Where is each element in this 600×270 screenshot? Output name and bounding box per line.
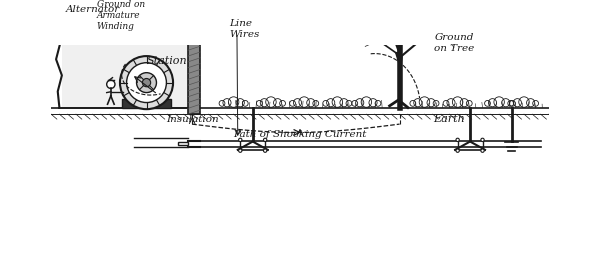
Bar <box>188 0 200 114</box>
Text: Ground on
Armature
Winding: Ground on Armature Winding <box>97 0 145 31</box>
Text: Line
Wires: Line Wires <box>229 19 260 39</box>
Circle shape <box>481 149 484 152</box>
Circle shape <box>456 149 459 152</box>
Circle shape <box>263 138 267 141</box>
Text: Alternator: Alternator <box>66 5 120 14</box>
Circle shape <box>137 73 157 93</box>
Circle shape <box>456 138 459 141</box>
Circle shape <box>142 79 151 87</box>
Bar <box>178 142 188 145</box>
Bar <box>62 0 188 107</box>
Circle shape <box>239 138 242 141</box>
Text: Path of Shocking Current: Path of Shocking Current <box>233 130 367 139</box>
Text: Station: Station <box>147 56 188 66</box>
Text: Insulation: Insulation <box>166 116 218 124</box>
Circle shape <box>127 63 166 103</box>
Text: Earth: Earth <box>433 114 465 124</box>
Circle shape <box>120 56 173 109</box>
Circle shape <box>481 138 484 141</box>
Text: Ground
on Tree: Ground on Tree <box>434 33 475 53</box>
Circle shape <box>239 149 242 152</box>
Circle shape <box>263 149 267 152</box>
Circle shape <box>107 80 115 89</box>
Bar <box>122 99 172 107</box>
